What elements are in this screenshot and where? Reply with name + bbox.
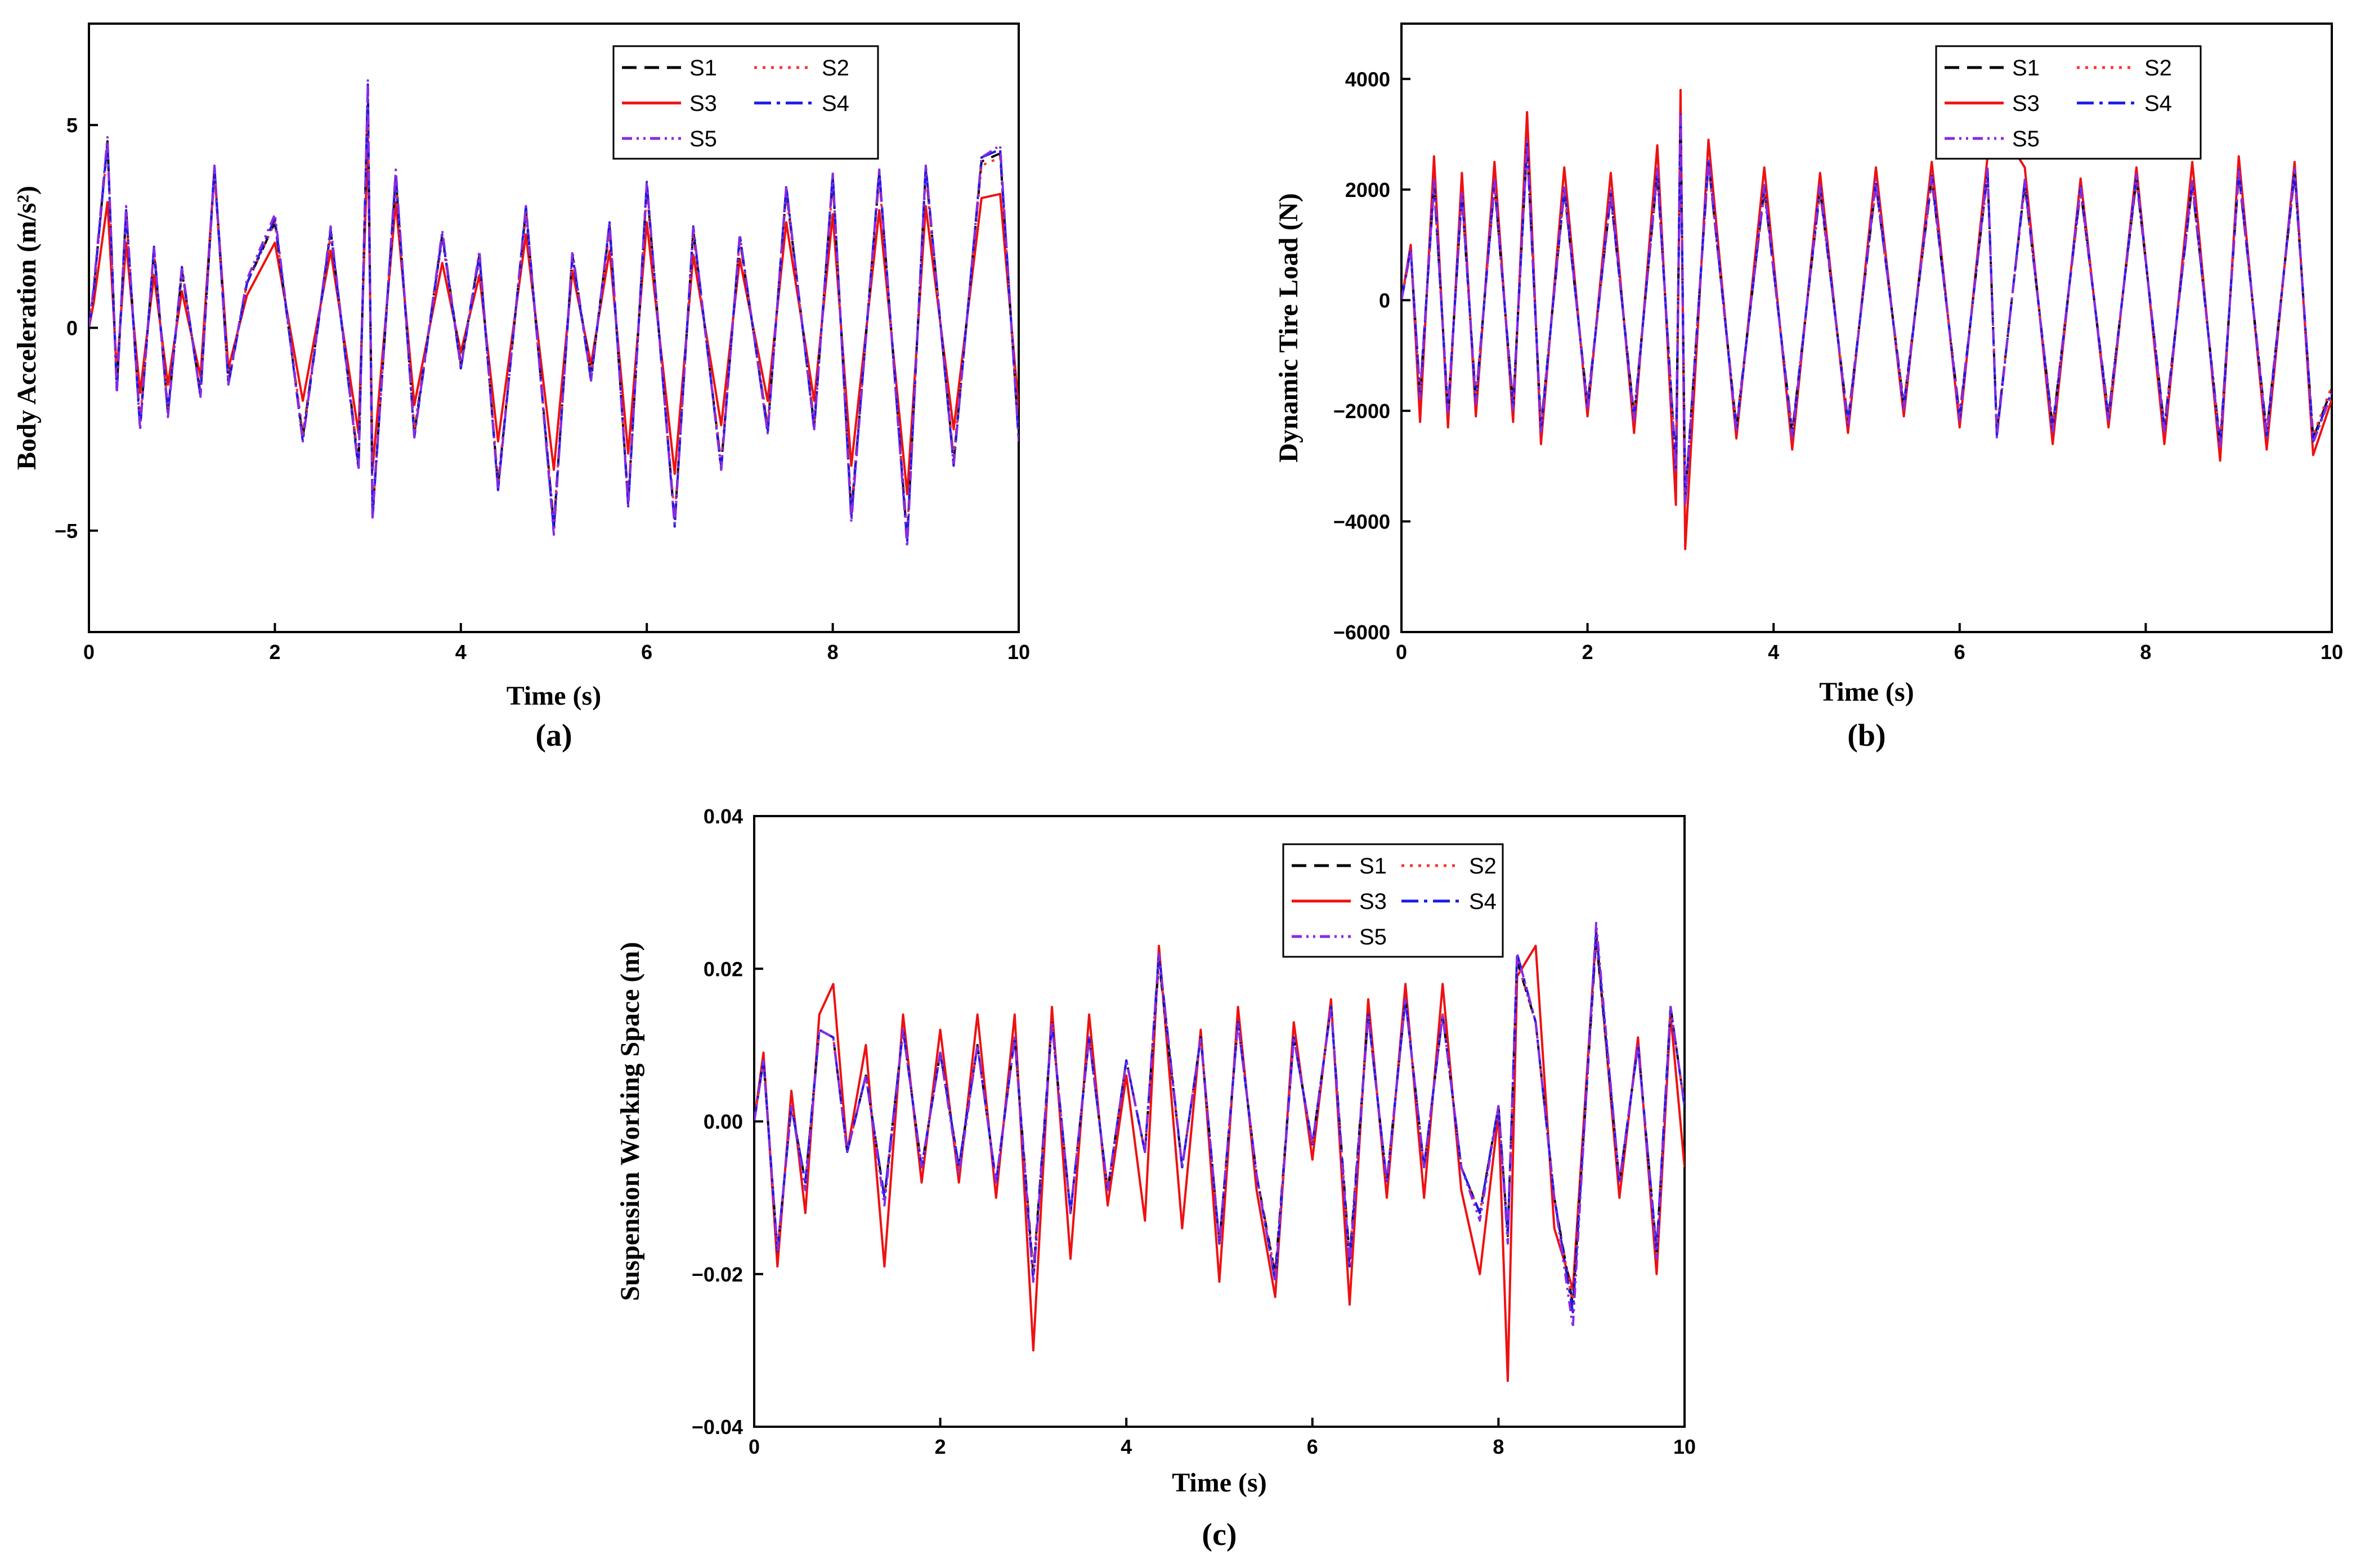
legend-label-s1: S1 [1359,854,1387,879]
legend-label-s2: S2 [822,56,849,80]
y-axis-title: Dynamic Tire Load (N) [1274,193,1304,463]
series-line-s1 [89,87,1019,540]
chart-panel-2: 0 2 4 6 8 10 −6000 −4000 −2000 0 2000 4000 Time (s) D… [1274,23,2343,753]
y-axis-title: Body Acceleration (m/s²) [12,186,42,470]
x-axis-title: Time (s) [1819,677,1914,707]
y-tick-label: 0 [66,317,78,340]
x-tick-label: 10 [1673,1435,1696,1458]
x-tick-label: 4 [1121,1435,1132,1458]
legend-label-s3: S3 [689,91,717,116]
x-tick-label: 6 [641,640,652,664]
series-group [1401,88,2332,550]
panel-label: (a) [535,718,572,753]
y-tick-label: 0.04 [704,805,743,828]
y-tick-label: −2000 [1333,400,1390,423]
y-tick-label: 5 [66,114,78,137]
series-line-s5 [89,79,1019,548]
x-tick-label: 2 [269,640,280,664]
x-tick-label: 0 [749,1435,760,1458]
y-tick-label: −0.02 [692,1263,743,1286]
y-tick-label: −5 [55,519,78,543]
x-tick-label: 0 [1396,640,1407,664]
legend: S1 S2 S3 S4 S5 [1282,843,1504,958]
legend-label-s3: S3 [1359,889,1387,914]
legend-label-s2: S2 [1469,854,1497,879]
plot-frame [88,23,1020,633]
y-tick-label: −4000 [1333,510,1390,533]
y-tick-label: −0.04 [692,1415,743,1439]
x-tick-label: 4 [1768,640,1779,664]
chart-panel-1: 0 2 4 6 8 10 −5 0 5 Time (s) Body Acceleration (m/… [12,23,1030,753]
y-tick-label: −6000 [1333,621,1390,644]
y-tick-label: 4000 [1345,68,1390,91]
series-line-s4 [89,83,1019,544]
y-tick-label: 2000 [1345,178,1390,201]
x-tick-label: 10 [2321,640,2343,664]
x-tick-label: 2 [935,1435,946,1458]
series-line-s5 [754,921,1685,1329]
legend-label-s4: S4 [2144,91,2172,116]
legend-label-s1: S1 [2012,56,2040,80]
x-tick-label: 8 [1493,1435,1504,1458]
x-axis-title: Time (s) [507,681,601,711]
legend-label-s4: S4 [822,91,849,116]
series-line-s3 [754,929,1685,1382]
legend: S1 S2 S3 S4 S5 [1935,45,2202,160]
plot-frame [1400,23,2333,633]
legend-label-s2: S2 [2144,56,2172,80]
legend: S1 S2 S3 S4 S5 [612,45,879,160]
x-tick-label: 4 [455,640,467,664]
legend-label-s1: S1 [689,56,717,80]
x-tick-label: 0 [83,640,95,664]
x-tick-label: 6 [1954,640,1965,664]
series-line-s4 [754,929,1685,1314]
x-tick-label: 2 [1582,640,1593,664]
panel-label: (b) [1847,718,1885,753]
series-group [89,79,1019,548]
series-group [754,921,1685,1382]
x-tick-label: 10 [1007,640,1030,664]
x-tick-label: 6 [1307,1435,1318,1458]
legend-label-s5: S5 [689,127,717,151]
legend-box [1935,45,2202,160]
series-line-s3 [89,136,1019,495]
legend-label-s5: S5 [1359,925,1387,949]
legend-label-s4: S4 [1469,889,1497,914]
series-line-s5 [1401,112,2332,505]
y-tick-label: 0.00 [704,1110,743,1134]
x-tick-label: 8 [827,640,839,664]
x-tick-label: 8 [2140,640,2151,664]
series-line-s2 [754,937,1685,1306]
y-tick-label: 0.02 [704,957,743,980]
y-tick-label: 0 [1379,289,1390,312]
legend-label-s5: S5 [2012,127,2040,151]
y-axis-title: Suspension Working Space (m) [615,942,645,1301]
x-axis-title: Time (s) [1172,1468,1266,1498]
legend-label-s3: S3 [2012,91,2040,116]
chart-panel-3: 0 2 4 6 8 10 −0.04 −0.02 0.00 0.02 0.04 Time (s) Sus… [615,805,1696,1552]
panel-label: (c) [1202,1517,1237,1552]
